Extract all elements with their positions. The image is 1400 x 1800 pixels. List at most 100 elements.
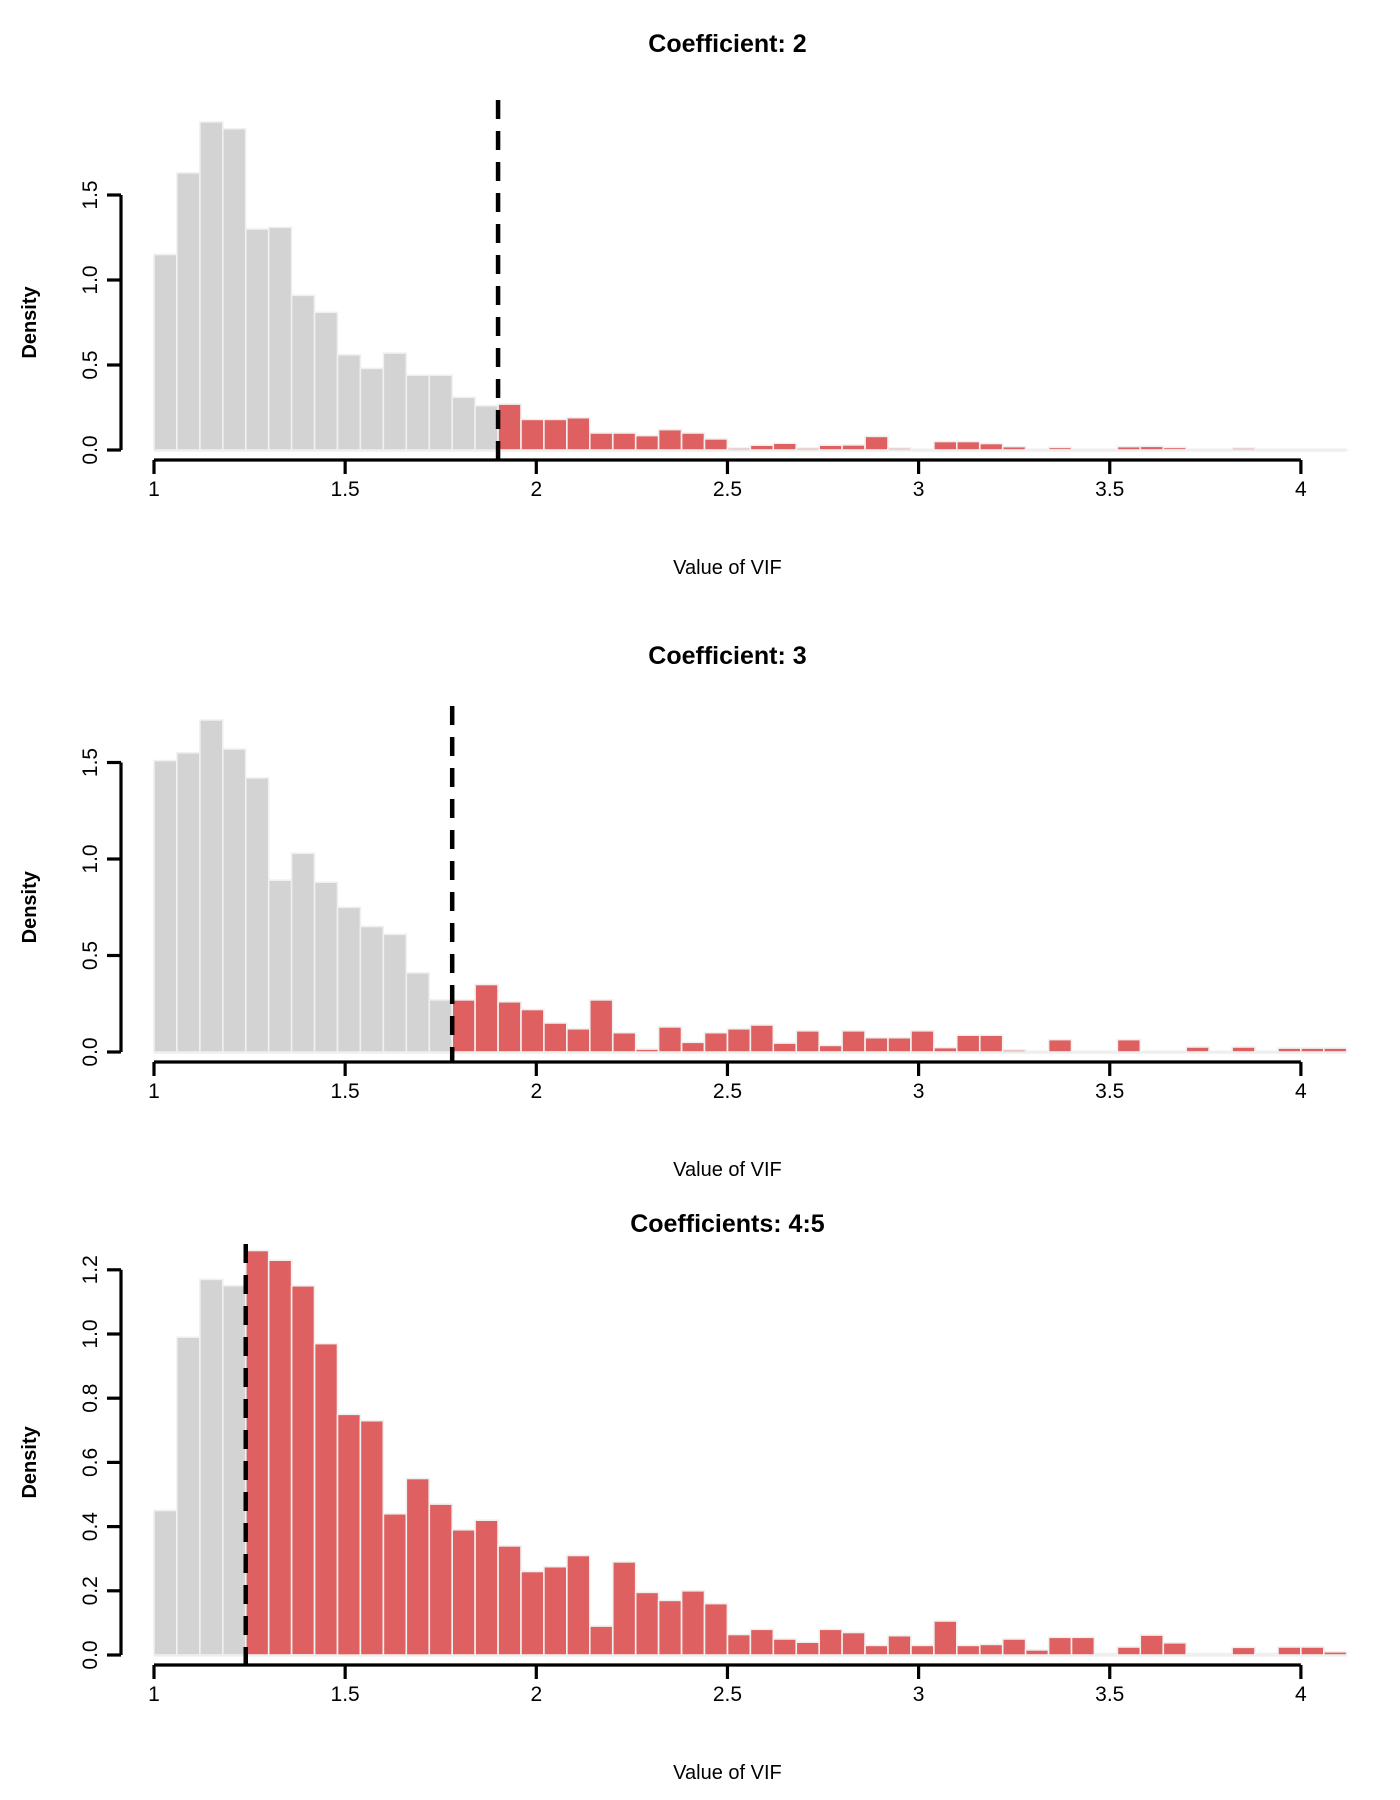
- histogram-bar: [772, 1638, 797, 1656]
- histogram-bar: [543, 418, 568, 451]
- histogram-bar: [1323, 1047, 1348, 1053]
- histogram-bar: [864, 1036, 889, 1053]
- x-tick-label: 3: [913, 1683, 925, 1706]
- histogram-bar: [1047, 1636, 1073, 1656]
- y-tick-label: 0.6: [79, 1448, 102, 1477]
- plot-title: Coefficient: 2: [648, 30, 806, 58]
- x-axis-title: Value of VIF: [673, 1762, 782, 1784]
- histogram-bar: [199, 1278, 224, 1656]
- y-tick-label: 0.2: [79, 1576, 102, 1605]
- histogram-bar: [955, 440, 981, 451]
- x-tick-label: 3: [913, 478, 925, 501]
- histogram-bar: [222, 748, 247, 1053]
- histogram-bar: [176, 172, 201, 451]
- histogram-bar: [543, 1565, 568, 1656]
- x-tick-label: 2.5: [713, 1080, 742, 1103]
- histogram-bar: [955, 1034, 981, 1053]
- y-axis-title: Density: [19, 870, 41, 943]
- histogram-bar: [428, 999, 453, 1053]
- histogram-bar: [1277, 448, 1302, 451]
- y-tick-label: 0.0: [79, 1037, 102, 1066]
- x-tick-label: 1.5: [331, 1080, 360, 1103]
- histogram-bar: [910, 1030, 935, 1053]
- histogram-bar: [657, 428, 683, 451]
- histogram-bar: [428, 1503, 453, 1656]
- histogram-bar: [634, 434, 660, 451]
- histogram-bar: [634, 1591, 660, 1656]
- histogram-bar: [245, 228, 270, 451]
- histogram-bar: [841, 1030, 866, 1053]
- histogram-bar: [428, 374, 453, 451]
- y-tick-label: 1.0: [79, 265, 102, 294]
- histogram-bar: [1024, 1050, 1050, 1053]
- histogram-panel-1: Coefficient: 2 1 1.5 2 2.5 3 3.5 4 Value of VIF 0…: [19, 30, 1348, 579]
- histogram-bar: [1070, 448, 1096, 451]
- x-tick-label: 2: [530, 1683, 542, 1706]
- histogram-bar: [336, 353, 362, 451]
- histogram-bar: [245, 777, 270, 1053]
- histogram-bar: [1208, 448, 1233, 451]
- histogram-bar: [1024, 448, 1050, 451]
- histogram-bar: [290, 1285, 316, 1656]
- y-tick-label: 1.2: [79, 1255, 102, 1284]
- histogram-bar: [405, 1477, 430, 1656]
- histogram-bar: [726, 1028, 752, 1053]
- histogram-bar: [588, 1625, 614, 1656]
- histogram-bar: [451, 396, 476, 451]
- histogram-bar: [1047, 446, 1073, 451]
- histogram-bar: [657, 1026, 683, 1053]
- histogram-bar: [267, 879, 293, 1053]
- x-tick-label: 1: [148, 1080, 160, 1103]
- histogram-bar: [795, 447, 820, 451]
- y-tick-label: 1.5: [79, 748, 102, 777]
- histogram-bar: [199, 719, 224, 1053]
- histogram-bar: [267, 1259, 293, 1656]
- histogram-bar: [933, 1046, 958, 1053]
- histogram-bar: [703, 1031, 729, 1053]
- histogram-bar: [726, 1633, 752, 1656]
- histogram-bar: [267, 226, 293, 451]
- histogram-bar: [405, 374, 430, 451]
- x-tick-label: 1: [148, 478, 160, 501]
- plot-title: Coefficients: 4:5: [630, 1210, 825, 1238]
- x-tick-label: 2: [530, 1080, 542, 1103]
- histogram-bar: [336, 906, 362, 1053]
- histogram-bar: [841, 1631, 866, 1656]
- y-tick-label: 0.5: [79, 350, 102, 379]
- histogram-bar: [1277, 1047, 1302, 1053]
- histogram-bar: [772, 1042, 797, 1053]
- histogram-bar: [1116, 1646, 1142, 1656]
- histogram-bar: [864, 1644, 889, 1656]
- x-tick-label: 2.5: [713, 478, 742, 501]
- x-tick-label: 4: [1295, 1683, 1307, 1706]
- histogram-bar: [933, 1620, 958, 1656]
- histogram-bar: [933, 440, 958, 451]
- histogram-bar: [910, 1644, 935, 1656]
- histogram-bar: [887, 1634, 912, 1656]
- histogram-bar: [497, 403, 522, 451]
- histogram-bar: [749, 444, 775, 451]
- histogram-bar: [451, 1529, 476, 1656]
- histogram-bar: [1001, 445, 1027, 451]
- histogram-bar: [382, 933, 408, 1053]
- histogram-bar: [199, 121, 224, 451]
- histogram-bar: [978, 1034, 1004, 1053]
- histogram-bar: [726, 447, 752, 451]
- histogram-bar: [245, 1249, 270, 1656]
- histogram-bar: [1231, 1646, 1256, 1656]
- histogram-bar: [566, 416, 591, 451]
- histogram-bar: [520, 418, 545, 451]
- histogram-bar: [1208, 1050, 1233, 1053]
- x-tick-label: 4: [1295, 1080, 1307, 1103]
- histogram-bar: [1185, 1652, 1210, 1656]
- histogram-bar: [1231, 447, 1256, 451]
- histogram-bar: [1093, 1652, 1119, 1656]
- histogram-bar: [1300, 1646, 1325, 1656]
- x-tick-label: 3.5: [1095, 1683, 1124, 1706]
- plot-title: Coefficient: 3: [648, 642, 806, 670]
- histogram-bar: [910, 448, 935, 451]
- histogram-bar: [222, 127, 247, 451]
- histogram-bar: [887, 1036, 912, 1053]
- histogram-bar: [1093, 448, 1119, 451]
- histogram-bar: [795, 1030, 820, 1053]
